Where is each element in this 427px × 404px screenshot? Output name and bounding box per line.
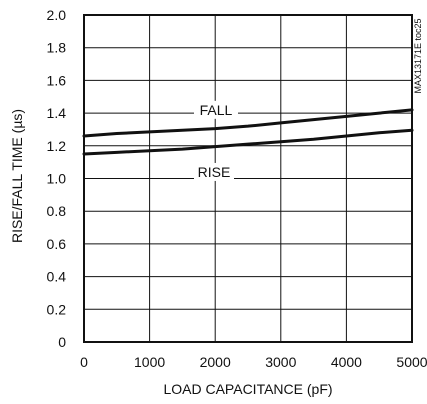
y-tick-label: 0.2 (47, 301, 67, 317)
x-tick-label: 3000 (265, 354, 296, 370)
y-tick-label: 2.0 (47, 7, 67, 23)
y-tick-label: 0.4 (47, 269, 67, 285)
y-tick-label: 1.4 (47, 105, 67, 121)
plot-frame (83, 14, 413, 343)
y-axis-label: RISE/FALL TIME (µs) (9, 109, 25, 243)
x-tick-label: 5000 (396, 354, 427, 370)
x-axis-label: LOAD CAPACITANCE (pF) (163, 381, 332, 397)
series-line-fall (82, 108, 414, 138)
y-tick-label: 1.2 (47, 138, 67, 154)
fall-series-label: FALL (200, 102, 233, 118)
rise-series-label: RISE (198, 164, 231, 180)
labels-layer: 0 1000 2000 3000 4000 5000 0 0.2 0.4 0.6 0.8 1.0 1.2… (47, 7, 427, 370)
y-tick-label: 1.6 (47, 72, 67, 88)
y-tick-label: 0 (58, 334, 66, 350)
x-tick-label: 1000 (134, 354, 165, 370)
grid-layer (83, 14, 413, 343)
fall-label-background (194, 100, 238, 119)
x-tick-label: 2000 (200, 354, 231, 370)
y-tick-label: 1.0 (47, 171, 67, 187)
y-tick-label: 0.8 (47, 203, 67, 219)
x-tick-label: 0 (80, 354, 88, 370)
y-tick-label: 0.6 (47, 236, 67, 252)
y-tick-label: 1.8 (47, 40, 67, 56)
watermark-label: MAX13171E toc25 (413, 18, 423, 93)
series-line-rise (82, 128, 414, 156)
rise-label-background (194, 162, 234, 181)
x-tick-label: 4000 (331, 354, 362, 370)
series-layer (82, 108, 414, 156)
